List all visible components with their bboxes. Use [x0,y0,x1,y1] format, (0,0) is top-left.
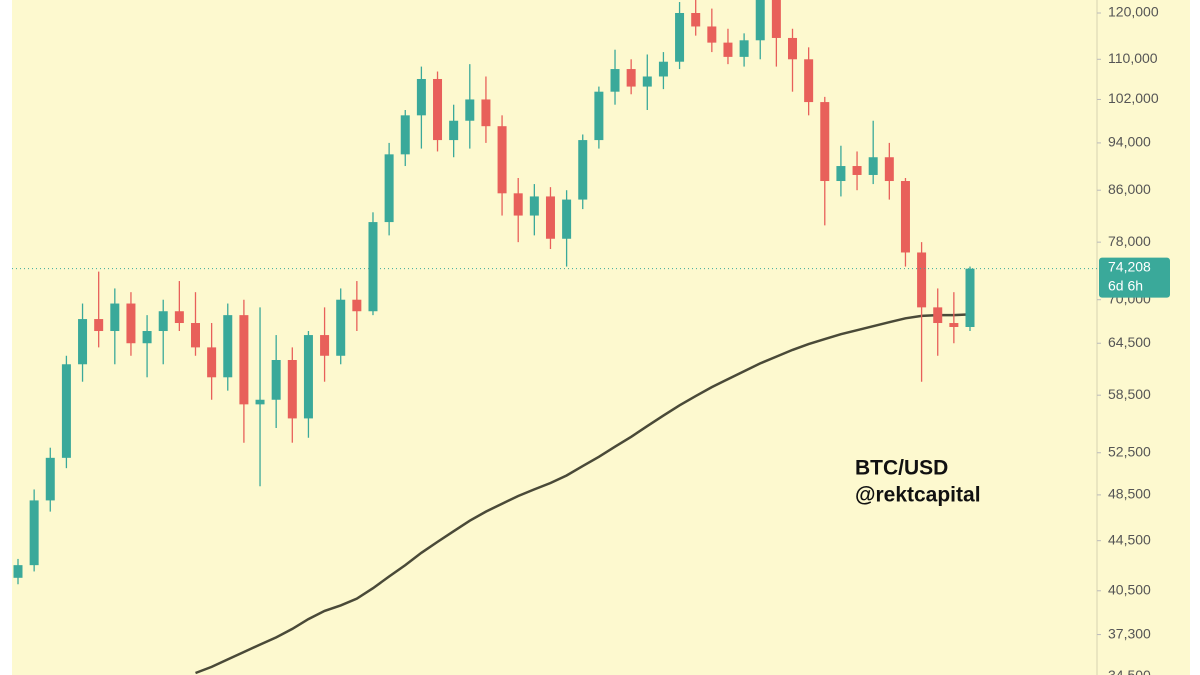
candle-body [400,115,410,155]
y-tick-label: 78,000 [1108,233,1151,249]
candle-body [788,37,798,60]
candle-body [642,76,652,87]
candle-body [61,364,71,458]
candle-body [594,91,604,141]
annotation: BTC/USD [855,457,948,480]
candle-body [707,26,717,43]
last-price-box [1099,257,1170,298]
candle-body [126,303,136,344]
candle-body [239,315,249,405]
candle-body [562,199,572,239]
candle-body [884,157,894,182]
candle-body [771,0,781,38]
candle-body [465,99,475,121]
last-price-label: 74,208 [1108,258,1151,274]
candle-body [675,13,685,62]
candle-body [271,359,281,400]
candle-body [723,42,733,57]
candle-body [320,335,330,356]
moving-average-line [195,313,971,675]
y-tick-label: 40,500 [1108,581,1151,597]
candle-body [223,315,233,378]
y-tick-label: 58,500 [1108,386,1151,402]
candle-body [917,252,927,308]
candle-body [190,323,200,348]
candle-body [691,13,701,27]
candle-body [352,299,362,312]
candle-body [658,61,668,77]
candle-body [852,166,862,175]
candle-body [626,69,636,87]
candle-body [368,222,378,312]
y-tick-label: 120,000 [1108,4,1159,20]
y-tick-label: 34,500 [1108,667,1151,675]
candle-body [804,59,814,103]
candle-body [820,102,830,182]
candle-body [303,335,313,419]
candle-body [868,157,878,175]
candle-body [336,299,346,356]
candle-body [949,323,959,328]
y-tick-label: 52,500 [1108,443,1151,459]
candle-body [13,565,23,578]
annotation: @rektcapital [855,484,981,507]
y-tick-label: 37,300 [1108,625,1151,641]
candle-body [142,331,152,344]
candle-body [78,319,88,365]
countdown-label: 6d 6h [1108,277,1143,293]
candle-body [933,307,943,324]
candle-body [739,40,749,57]
candle-body [900,181,910,253]
candle-body [529,196,539,216]
y-tick-label: 48,500 [1108,486,1151,502]
candle-body [158,311,168,332]
candle-body [836,166,846,182]
y-tick-label: 110,000 [1108,50,1158,66]
candle-body [513,193,523,216]
y-tick-label: 94,000 [1108,134,1151,150]
candle-body [255,399,265,405]
candle-body [755,0,765,41]
right-margin [1190,0,1200,675]
candle-body [207,347,217,378]
candle-body [610,69,620,92]
y-tick-label: 86,000 [1108,181,1151,197]
candle-body [384,154,394,223]
candle-body [110,303,120,332]
candle-body [174,311,184,324]
candle-body [287,359,297,419]
y-tick-label: 102,000 [1108,90,1159,106]
candle-body [481,99,491,127]
y-tick-label: 44,500 [1108,531,1151,547]
candle-body [416,78,426,116]
candle-body [449,120,459,141]
candle-body [965,268,975,328]
candle-body [29,500,39,566]
candle-body [45,457,55,501]
candle-body [578,140,588,200]
y-tick-label: 64,500 [1108,334,1151,350]
candle-body [433,78,443,141]
candle-body [545,196,555,239]
candle-body [94,319,104,332]
left-margin [0,0,12,675]
candle-body [497,126,507,194]
